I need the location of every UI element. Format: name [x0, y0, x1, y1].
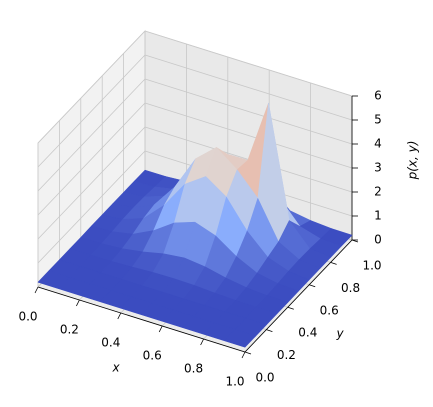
x-tick-label: 1.0 — [225, 375, 244, 389]
grid-line — [37, 78, 146, 192]
grid-line — [37, 30, 146, 144]
tick-mark — [76, 299, 80, 307]
tick-mark — [287, 306, 294, 310]
axis-line — [37, 286, 246, 353]
y-tick-label: 0.4 — [298, 326, 317, 340]
grid-line — [37, 150, 146, 264]
grid-line — [144, 30, 353, 97]
z-tick-label: 6 — [374, 89, 382, 103]
grid-line — [144, 78, 353, 145]
y-tick-label: 0.6 — [320, 303, 339, 317]
grid-line — [37, 126, 146, 240]
y-axis-label: y — [335, 327, 344, 341]
tick-mark — [200, 338, 204, 346]
y-tick-label: 1.0 — [362, 259, 381, 273]
tick-mark — [309, 284, 316, 288]
tick-mark — [244, 351, 252, 355]
grid-line — [144, 54, 353, 121]
x-tick-label: 0.0 — [18, 310, 37, 324]
z-tick-label: 2 — [374, 185, 382, 199]
z-tick-label: 0 — [374, 233, 382, 247]
y-tick-label: 0.0 — [255, 371, 274, 385]
x-tick-label: 0.8 — [184, 362, 203, 376]
y-tick-label: 0.8 — [341, 281, 360, 295]
surface-cell — [224, 329, 256, 348]
grid-line — [37, 54, 146, 168]
z-tick-label: 5 — [374, 113, 382, 127]
tick-mark — [34, 286, 39, 294]
axis-line — [244, 239, 353, 353]
grid-line — [37, 102, 146, 216]
z-axis-label: p(x, y) — [406, 141, 420, 181]
grid-line — [144, 102, 353, 169]
z-tick-label: 4 — [374, 137, 382, 151]
z-tick-label: 3 — [374, 161, 382, 175]
tick-mark — [158, 325, 163, 333]
x-axis-label: x — [111, 361, 120, 375]
x-tick-label: 0.6 — [143, 349, 162, 363]
tick-mark — [330, 262, 337, 265]
x-tick-label: 0.4 — [101, 336, 120, 350]
tick-mark — [241, 351, 246, 359]
tick-mark — [117, 312, 122, 320]
x-tick-label: 0.2 — [60, 323, 79, 337]
tick-mark — [266, 329, 273, 332]
y-tick-label: 0.2 — [277, 348, 296, 362]
z-tick-label: 1 — [374, 209, 382, 223]
